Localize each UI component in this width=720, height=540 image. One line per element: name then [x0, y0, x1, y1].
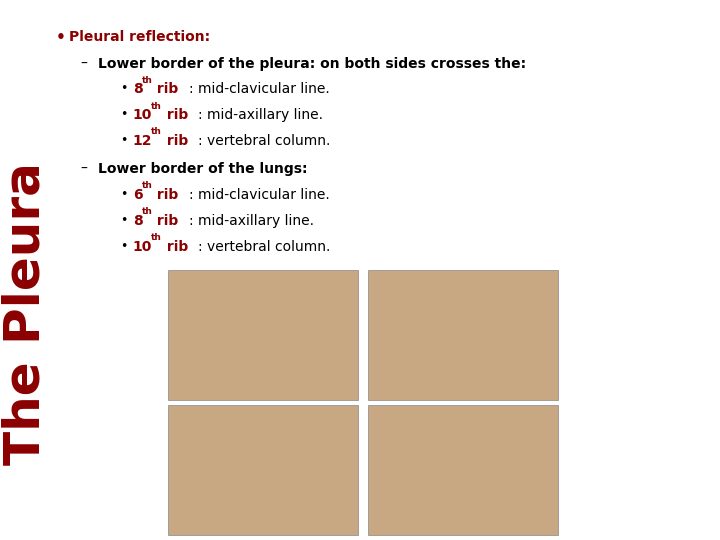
Text: 8: 8: [132, 82, 143, 96]
Text: rib: rib: [161, 240, 188, 254]
Text: 10: 10: [132, 240, 152, 254]
Text: : mid-axillary line.: : mid-axillary line.: [189, 214, 314, 228]
Text: 6: 6: [132, 188, 143, 202]
Text: rib: rib: [153, 188, 179, 202]
Text: •: •: [55, 30, 66, 45]
Text: •: •: [120, 188, 127, 201]
Text: : mid-clavicular line.: : mid-clavicular line.: [189, 82, 330, 96]
Text: 12: 12: [132, 134, 153, 148]
FancyBboxPatch shape: [369, 270, 558, 400]
Text: Pleural reflection:: Pleural reflection:: [70, 30, 211, 44]
Text: rib: rib: [153, 82, 179, 96]
Text: rib: rib: [153, 214, 179, 228]
Text: –: –: [80, 57, 87, 71]
FancyBboxPatch shape: [168, 270, 358, 400]
Text: –: –: [80, 162, 87, 176]
Text: •: •: [120, 134, 127, 147]
FancyBboxPatch shape: [369, 405, 558, 535]
Text: 10: 10: [132, 108, 152, 122]
Text: : vertebral column.: : vertebral column.: [198, 134, 330, 148]
Text: •: •: [120, 240, 127, 253]
Text: th: th: [142, 181, 153, 191]
Text: rib: rib: [161, 108, 188, 122]
Text: th: th: [142, 76, 153, 85]
Text: th: th: [151, 233, 162, 242]
Text: th: th: [151, 102, 162, 111]
Text: : mid-axillary line.: : mid-axillary line.: [198, 108, 323, 122]
Text: : mid-clavicular line.: : mid-clavicular line.: [189, 188, 330, 202]
Text: rib: rib: [161, 134, 188, 148]
Text: th: th: [142, 207, 153, 217]
Text: •: •: [120, 214, 127, 227]
Text: Lower border of the lungs:: Lower border of the lungs:: [98, 162, 307, 176]
Text: 8: 8: [132, 214, 143, 228]
Text: th: th: [151, 127, 162, 137]
Text: •: •: [120, 108, 127, 121]
Text: The Pleura: The Pleura: [2, 162, 50, 464]
Text: Lower border of the pleura: on both sides crosses the:: Lower border of the pleura: on both side…: [98, 57, 526, 71]
Text: •: •: [120, 82, 127, 95]
Text: : vertebral column.: : vertebral column.: [198, 240, 330, 254]
FancyBboxPatch shape: [168, 405, 358, 535]
